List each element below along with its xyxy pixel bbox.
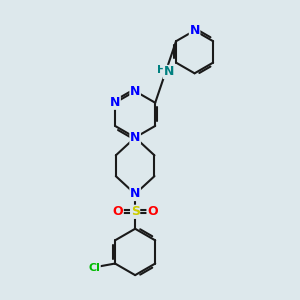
Text: Cl: Cl <box>88 263 100 273</box>
Text: N: N <box>189 24 200 37</box>
Text: O: O <box>112 205 123 218</box>
Text: N: N <box>130 131 140 144</box>
Text: S: S <box>130 205 140 218</box>
Text: N: N <box>130 85 140 98</box>
Text: O: O <box>147 205 158 218</box>
Text: N: N <box>130 188 140 200</box>
Text: N: N <box>110 96 120 109</box>
Text: H: H <box>157 65 166 76</box>
Text: N: N <box>164 65 174 79</box>
